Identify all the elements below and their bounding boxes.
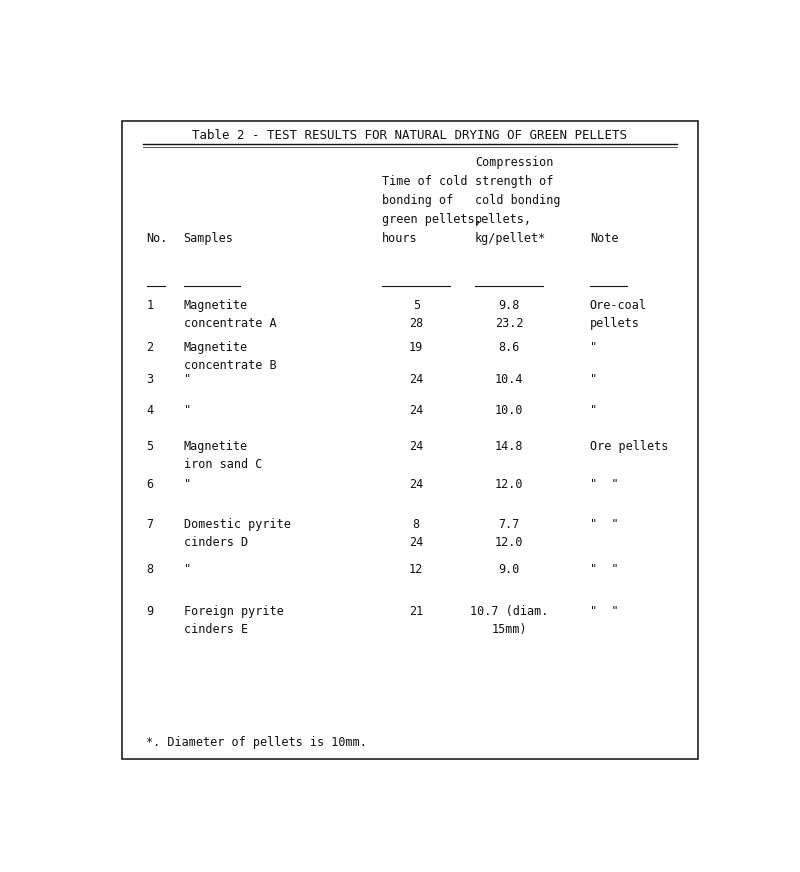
Text: ": ": [590, 373, 597, 386]
Text: concentrate B: concentrate B: [184, 359, 276, 372]
Text: pellets,: pellets,: [475, 213, 532, 226]
Text: 24: 24: [409, 404, 423, 417]
Text: 8: 8: [413, 518, 420, 530]
Text: Compression: Compression: [475, 156, 554, 169]
Text: 3: 3: [146, 373, 154, 386]
Text: ": ": [590, 341, 597, 354]
Text: strength of: strength of: [475, 175, 554, 188]
Text: ": ": [184, 562, 191, 576]
FancyBboxPatch shape: [122, 121, 698, 760]
Text: 1: 1: [146, 299, 154, 312]
Text: *. Diameter of pellets is 10mm.: *. Diameter of pellets is 10mm.: [146, 736, 367, 749]
Text: Table 2 - TEST RESULTS FOR NATURAL DRYING OF GREEN PELLETS: Table 2 - TEST RESULTS FOR NATURAL DRYIN…: [193, 129, 627, 142]
Text: 2: 2: [146, 341, 154, 354]
Text: 21: 21: [409, 605, 423, 618]
Text: "  ": " ": [590, 478, 618, 491]
Text: 10.7 (diam.: 10.7 (diam.: [470, 605, 548, 618]
Text: ": ": [184, 478, 191, 491]
Text: 12: 12: [409, 562, 423, 576]
Text: Ore-coal: Ore-coal: [590, 299, 646, 312]
Text: 9.8: 9.8: [498, 299, 520, 312]
Text: 5: 5: [413, 299, 420, 312]
Text: 15mm): 15mm): [491, 623, 527, 636]
Text: Foreign pyrite: Foreign pyrite: [184, 605, 283, 618]
Text: No.: No.: [146, 232, 168, 244]
Text: green pellets,: green pellets,: [382, 213, 482, 226]
Text: hours: hours: [382, 232, 418, 244]
Text: Magnetite: Magnetite: [184, 299, 248, 312]
Text: 7: 7: [146, 518, 154, 530]
Text: cold bonding: cold bonding: [475, 194, 561, 207]
Text: 23.2: 23.2: [495, 317, 523, 330]
Text: ": ": [184, 373, 191, 386]
Text: 24: 24: [409, 440, 423, 453]
Text: "  ": " ": [590, 605, 618, 618]
Text: 10.0: 10.0: [495, 404, 523, 417]
Text: "  ": " ": [590, 518, 618, 530]
Text: Note: Note: [590, 232, 618, 244]
Text: pellets: pellets: [590, 317, 640, 330]
Text: 5: 5: [146, 440, 154, 453]
Text: 8.6: 8.6: [498, 341, 520, 354]
Text: 28: 28: [409, 317, 423, 330]
Text: 9.0: 9.0: [498, 562, 520, 576]
Text: bonding of: bonding of: [382, 194, 454, 207]
Text: Magnetite: Magnetite: [184, 440, 248, 453]
Text: 8: 8: [146, 562, 154, 576]
Text: 4: 4: [146, 404, 154, 417]
Text: Samples: Samples: [184, 232, 234, 244]
Text: kg/pellet*: kg/pellet*: [475, 232, 546, 244]
Text: 6: 6: [146, 478, 154, 491]
Text: 12.0: 12.0: [495, 535, 523, 548]
Text: 24: 24: [409, 373, 423, 386]
Text: cinders E: cinders E: [184, 623, 248, 636]
Text: 10.4: 10.4: [495, 373, 523, 386]
Text: "  ": " ": [590, 562, 618, 576]
Text: 7.7: 7.7: [498, 518, 520, 530]
Text: Time of cold: Time of cold: [382, 175, 467, 188]
Text: 19: 19: [409, 341, 423, 354]
Text: ": ": [184, 404, 191, 417]
Text: 24: 24: [409, 478, 423, 491]
Text: 14.8: 14.8: [495, 440, 523, 453]
Text: 12.0: 12.0: [495, 478, 523, 491]
Text: 24: 24: [409, 535, 423, 548]
Text: iron sand C: iron sand C: [184, 459, 262, 472]
Text: 9: 9: [146, 605, 154, 618]
Text: cinders D: cinders D: [184, 535, 248, 548]
Text: Magnetite: Magnetite: [184, 341, 248, 354]
Text: Domestic pyrite: Domestic pyrite: [184, 518, 290, 530]
Text: concentrate A: concentrate A: [184, 317, 276, 330]
Text: Ore pellets: Ore pellets: [590, 440, 668, 453]
Text: ": ": [590, 404, 597, 417]
